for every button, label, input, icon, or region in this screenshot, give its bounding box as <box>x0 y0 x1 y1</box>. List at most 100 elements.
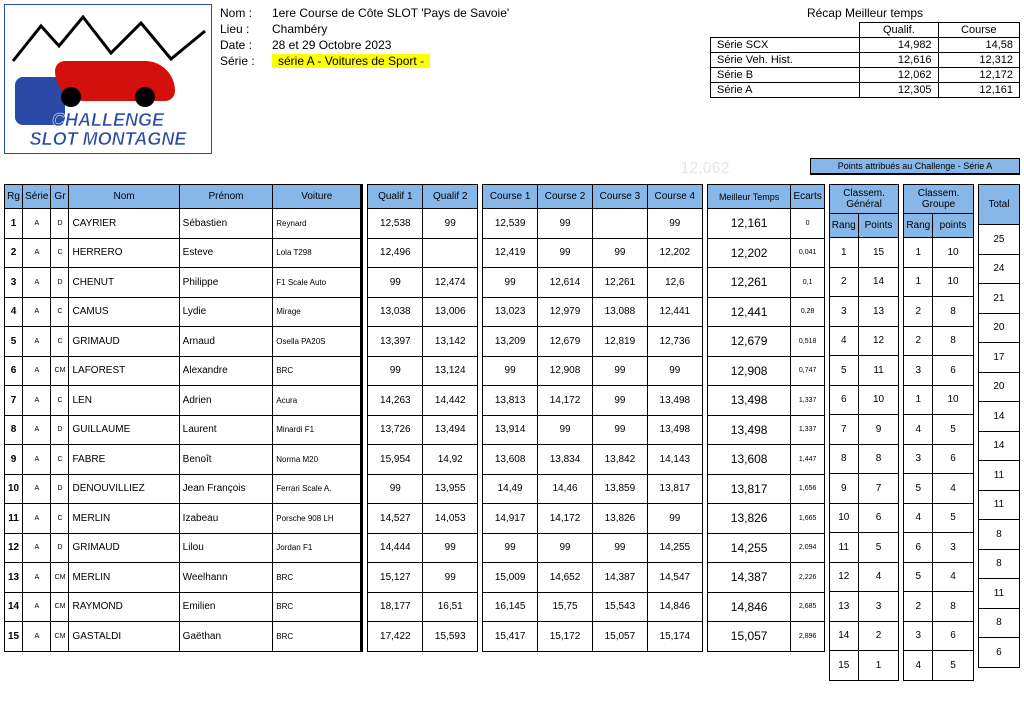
cell-nom: LAFOREST <box>69 356 179 386</box>
cell-c4: 99 <box>647 356 702 386</box>
table-row: 14,917 14,172 13,826 99 <box>483 504 703 534</box>
table-row: 14,527 14,053 <box>368 504 478 534</box>
recap-block: Récap Meilleur temps Qualif. Course Séri… <box>710 6 1020 98</box>
table-row: 18,177 16,51 <box>368 592 478 622</box>
cell-c4: 12,736 <box>647 327 702 357</box>
table-row: 12,419 99 99 12,202 <box>483 238 703 268</box>
cell-pts-grp: 10 <box>933 385 974 415</box>
cell-c1: 15,009 <box>483 563 538 593</box>
cell-prenom: Philippe <box>179 268 273 298</box>
cell-pts-grp: 3 <box>933 533 974 563</box>
cell-voiture: Porsche 908 LH <box>273 504 362 534</box>
cell-c1: 14,49 <box>483 474 538 504</box>
cell-mt: 14,387 <box>707 563 791 593</box>
cell-rang-grp: 5 <box>904 474 933 504</box>
th-c2: Course 2 <box>538 185 593 209</box>
cell-rang-gen: 5 <box>829 356 858 386</box>
table-row: 14,387 2,226 <box>707 563 824 593</box>
meta-block: Nom :1ere Course de Côte SLOT 'Pays de S… <box>220 4 702 70</box>
cell-c3: 12,161 <box>592 209 647 239</box>
cell-q2: 13,142 <box>423 327 478 357</box>
recap-label: Série B <box>711 68 860 83</box>
cell-pts-grp: 6 <box>933 621 974 651</box>
cell-rg: 9 <box>5 445 23 475</box>
cell-prenom: Benoît <box>179 445 273 475</box>
cell-voiture: Osella PA20S <box>273 327 362 357</box>
cell-pts-gen: 1 <box>858 651 899 681</box>
cell-c1: 99 <box>483 533 538 563</box>
cell-q1: 14,444 <box>368 533 423 563</box>
table-row: 7 A C LEN Adrien Acura <box>5 386 362 416</box>
cell-q2: 13,006 <box>423 297 478 327</box>
table-row: 1 15 <box>829 238 899 268</box>
cell-mt: 13,608 <box>707 445 791 475</box>
table-row: 5 11 <box>829 356 899 386</box>
cell-c1: 13,023 <box>483 297 538 327</box>
cell-c4: 99 <box>647 504 702 534</box>
cell-total: 14 <box>978 402 1019 432</box>
cell-serie: A <box>23 563 51 593</box>
table-row: 9 7 <box>829 474 899 504</box>
cell-mt: 13,817 <box>707 474 791 504</box>
cell-pts-grp: 4 <box>933 562 974 592</box>
cell-rg: 10 <box>5 474 23 504</box>
cell-gr: C <box>51 445 69 475</box>
cell-c3: 12,261 <box>592 268 647 298</box>
cell-ec: 0,28 <box>791 297 824 327</box>
cell-serie: A <box>23 297 51 327</box>
cell-c3: 13,088 <box>592 297 647 327</box>
recap-table: Qualif. Course Série SCX 14,982 14,58Sér… <box>710 22 1020 98</box>
cell-nom: MERLIN <box>69 504 179 534</box>
cell-rang-gen: 13 <box>829 592 858 622</box>
cell-nom: CAYRIER <box>69 209 179 239</box>
recap-q: 14,982 <box>860 38 938 53</box>
cell-rang-gen: 14 <box>829 621 858 651</box>
cell-c2: 14,172 <box>538 386 593 416</box>
cell-c2: 99 <box>538 209 593 239</box>
cell-gr: D <box>51 268 69 298</box>
cell-q1: 17,422 <box>368 622 423 652</box>
table-row: 13 A CM MERLIN Weelhann BRC <box>5 563 362 593</box>
cell-pts-grp: 8 <box>933 297 974 327</box>
cell-c3: 99 <box>592 386 647 416</box>
table-row: 4 12 <box>829 326 899 356</box>
cell-rg: 15 <box>5 622 23 652</box>
table-row: 21 <box>978 284 1019 314</box>
cell-prenom: Alexandre <box>179 356 273 386</box>
th-rg: Rg <box>5 185 23 209</box>
cell-c2: 12,614 <box>538 268 593 298</box>
cell-rg: 6 <box>5 356 23 386</box>
table-row: 11 A C MERLIN Izabeau Porsche 908 LH <box>5 504 362 534</box>
cell-c2: 12,908 <box>538 356 593 386</box>
table-row: 4 A C CAMUS Lydie Mirage <box>5 297 362 327</box>
cell-prenom: Gaëthan <box>179 622 273 652</box>
cell-ec: 1,656 <box>791 474 824 504</box>
cell-rg: 1 <box>5 209 23 239</box>
cell-rg: 12 <box>5 533 23 563</box>
table-row: 13,817 1,656 <box>707 474 824 504</box>
cell-rang-gen: 7 <box>829 415 858 445</box>
table-row: 12,202 0,041 <box>707 238 824 268</box>
cell-q2: 15,593 <box>423 622 478 652</box>
cell-pts-gen: 8 <box>858 444 899 474</box>
cell-serie: A <box>23 327 51 357</box>
cell-total: 8 <box>978 520 1019 550</box>
cell-pts-gen: 4 <box>858 562 899 592</box>
cell-c2: 14,172 <box>538 504 593 534</box>
table-row: 14,49 14,46 13,859 13,817 <box>483 474 703 504</box>
table-row: 13,023 12,979 13,088 12,441 <box>483 297 703 327</box>
cell-total: 14 <box>978 431 1019 461</box>
value-date: 28 et 29 Octobre 2023 <box>272 38 391 52</box>
cell-rang-grp: 2 <box>904 592 933 622</box>
table-row: 5 4 <box>904 562 974 592</box>
th-total: Total <box>978 185 1019 225</box>
cell-q1: 13,726 <box>368 415 423 445</box>
cell-c2: 99 <box>538 415 593 445</box>
table-row: 11 <box>978 461 1019 491</box>
main-grid: Rg Série Gr Nom Prénom Voiture 1 A D CAY… <box>4 184 1020 681</box>
table-row: 99 12,614 12,261 12,6 <box>483 268 703 298</box>
table-row: 3 6 <box>904 621 974 651</box>
cell-c3: 14,387 <box>592 563 647 593</box>
cell-rang-grp: 3 <box>904 356 933 386</box>
table-row: 14 <box>978 402 1019 432</box>
